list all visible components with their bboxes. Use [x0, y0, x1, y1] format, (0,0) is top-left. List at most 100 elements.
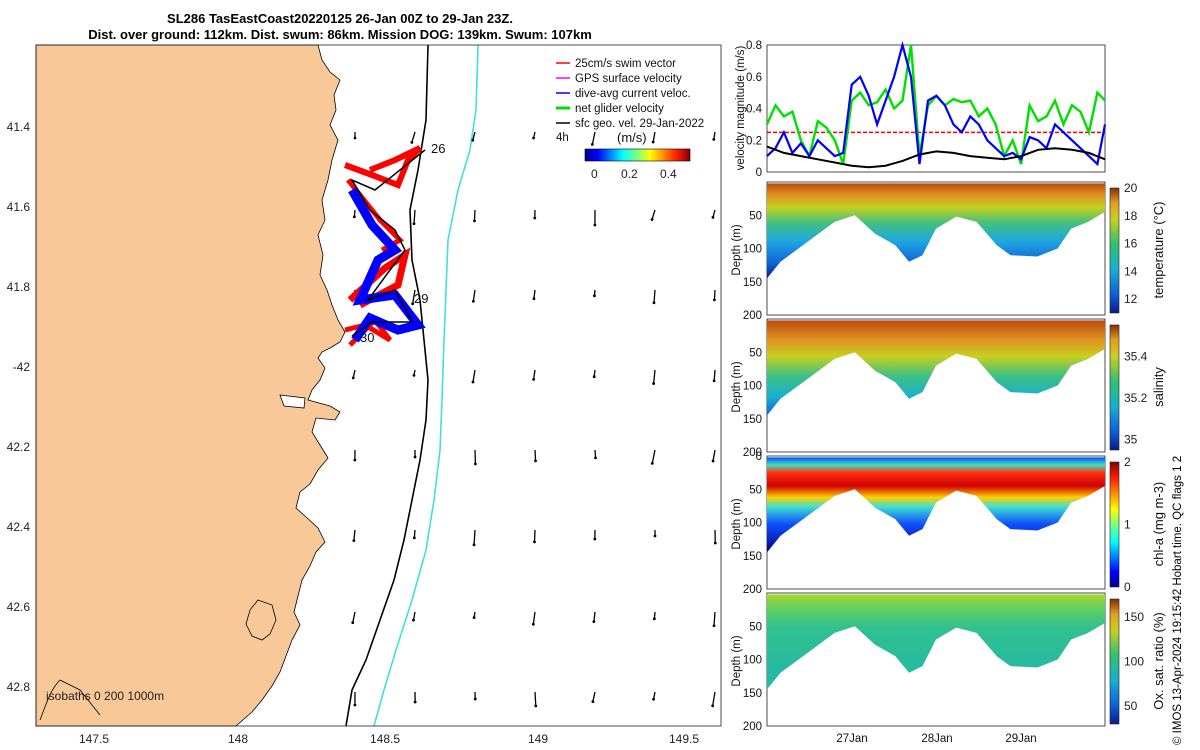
oxygen-ytick: 150 [743, 688, 762, 700]
xtick-27jan: 27Jan [836, 733, 867, 745]
lat-tick-416: 41.6 [7, 200, 31, 214]
lat-tick-422: 42.2 [7, 440, 31, 454]
sfc-arrow-head [412, 373, 416, 377]
sfc-arrow [651, 449, 656, 464]
oxygen-cbar-tick: 150 [1124, 610, 1144, 624]
temperature-panel: 50 100 150 200 Depth (m) 12 14 16 18 20 temperatur… [731, 181, 1166, 322]
temperature-colorbar-label: temperature (°C) [1151, 202, 1166, 299]
salinity-ytick: 200 [743, 447, 762, 459]
coastline-detail [39, 679, 101, 721]
legend-swim: 25cm/s swim vector [575, 58, 676, 70]
lon-tick-149: 149 [528, 732, 548, 746]
sfc-arrow-head [413, 455, 417, 459]
sfc-arrow-head [353, 136, 357, 140]
oxygen-panel: 50 100 150 200 Depth (m) 50 100 150 Ox. sat. rat… [731, 592, 1166, 733]
sfc-arrow-head [472, 543, 476, 547]
isobaths-label: isobaths 0 200 1000m [46, 689, 164, 703]
lat-tick-414: 41.4 [7, 120, 31, 134]
map-legend: 25cm/s swim vector GPS surface velocity … [556, 58, 704, 181]
sfc-arrow-head [711, 704, 715, 708]
legend-net: net glider velocity [575, 103, 664, 115]
salinity-cbar-tick: 35 [1124, 433, 1138, 447]
sfc-arrow-head [652, 382, 656, 385]
glider-track: 26 29 30 [343, 141, 445, 347]
section-x-ticks: 27Jan 28Jan 29Jan [836, 733, 1036, 745]
lat-tick-426: 42.6 [7, 600, 31, 614]
chl-a-ytick: 0 [756, 451, 762, 463]
sfc-arrow [413, 209, 416, 224]
sfc-arrow [473, 529, 476, 545]
sfc-arrow-head [713, 541, 717, 545]
sfc-arrow-head [534, 459, 537, 463]
oxygen-ylabel: Depth (m) [731, 635, 743, 686]
salinity-cbar-tick: 35.4 [1124, 349, 1148, 363]
velocity-y-ticks: 0 0.2 0.4 0.6 0.8 [746, 40, 763, 179]
sfc-arrow [532, 611, 536, 625]
sfc-arrow-head [471, 299, 475, 303]
sfc-arrow [412, 289, 416, 304]
sfc-arrow-head [593, 223, 597, 227]
velocity-ytick: 0.4 [746, 104, 763, 116]
sfc-geo-velocity-arrows [351, 131, 717, 708]
temperature-ylabel: Depth (m) [731, 224, 743, 275]
sfc-arrow [652, 369, 656, 384]
sfc-arrow-head [473, 219, 476, 223]
legend-sfc: sfc geo. vel. 29-Jan-2022 [575, 118, 704, 130]
sfc-arrow-head [652, 617, 656, 621]
sfc-arrow [713, 289, 716, 300]
oxygen-ytick: 50 [749, 621, 762, 633]
sfc-arrow-head [352, 539, 356, 543]
sfc-arrow-head [590, 142, 594, 146]
legend-diveavg: dive-avg current veloc. [575, 88, 691, 100]
lat-tick-42: -42 [13, 360, 31, 374]
sfc-arrow [352, 611, 356, 623]
map-panel: 26 29 30 25cm/s swim vector GPS surface … [7, 44, 722, 746]
sfc-arrow [652, 131, 656, 143]
salinity-colorbar-label: salinity [1151, 367, 1166, 407]
sfc-arrow-head [594, 456, 597, 460]
sfc-arrow-head [650, 461, 654, 465]
lon-tick-1475: 147.5 [79, 732, 109, 746]
temperature-ytick: 200 [743, 310, 762, 322]
xtick-28jan: 28Jan [921, 733, 952, 745]
sfc-arrow [713, 611, 716, 626]
map-lat-ticks: 41.4 41.6 41.8 -42 42.2 42.4 42.6 42.8 [7, 120, 31, 694]
lon-tick-148: 148 [228, 732, 248, 746]
chl-a-cbar-tick: 2 [1124, 455, 1131, 469]
legend-gps: GPS surface velocity [575, 73, 682, 85]
figure-title: SL286 TasEastCoast20220125 26-Jan 00Z to… [167, 11, 513, 26]
velocity-ytick: 0.8 [746, 40, 762, 52]
sfc-arrow [712, 449, 716, 462]
legend-4h: 4h [556, 132, 569, 144]
sfc-arrow-head [712, 624, 716, 628]
sfc-arrow-head [653, 534, 657, 538]
salinity-cbar-tick: 35.2 [1124, 391, 1148, 405]
temperature-cbar-tick: 18 [1124, 209, 1138, 223]
chl-a-panel: 0 50 100 150 200 Depth (m) 0 1 2 chl-a (mg m-3) [731, 451, 1166, 596]
sfc-arrow-head [533, 216, 537, 220]
velocity-panel: 0 0.2 0.4 0.6 0.8 velocity magnitude (m/s) [735, 40, 1107, 179]
sfc-arrow-head [353, 458, 357, 462]
sfc-arrow [353, 529, 356, 541]
sfc-arrow-head [351, 621, 355, 624]
velocity-ylabel: velocity magnitude (m/s) [735, 46, 747, 171]
sfc-arrow-head [652, 301, 656, 305]
temperature-cbar-tick: 20 [1124, 181, 1138, 195]
velocity-series [765, 40, 1107, 169]
sfc-arrow-head [592, 620, 596, 624]
cbar-tick-02: 0.2 [621, 167, 638, 181]
lat-tick-428: 42.8 [7, 680, 31, 694]
sfc-arrow-head [711, 459, 715, 463]
lon-tick-1485: 148.5 [370, 732, 400, 746]
sfc-arrow-head [592, 375, 596, 379]
temperature-colorbar [1109, 187, 1120, 314]
sfc-arrow [713, 369, 716, 381]
sfc-arrow [411, 131, 416, 143]
temperature-ytick: 50 [749, 210, 762, 222]
sfc-arrow-head [353, 703, 357, 707]
sfc-arrow-head [352, 215, 356, 219]
glider-path-line [350, 149, 426, 337]
temperature-ytick: 100 [743, 244, 762, 256]
